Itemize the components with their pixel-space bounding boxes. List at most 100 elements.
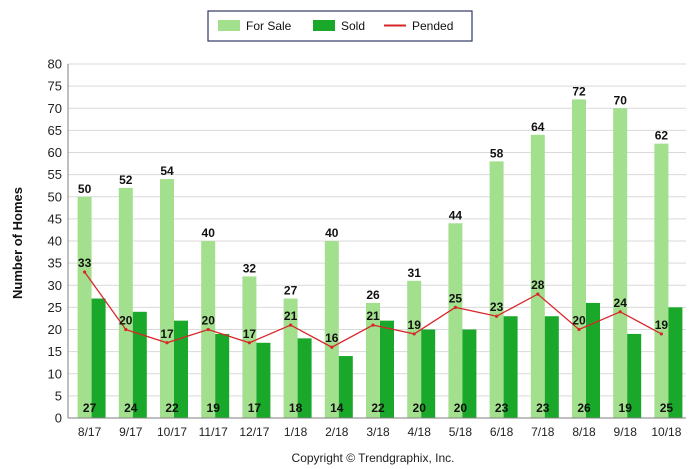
legend-swatch-for-sale (218, 20, 240, 31)
x-tick-label: 2/18 (325, 425, 349, 439)
data-label-pended: 21 (366, 309, 380, 323)
y-tick-label: 50 (48, 189, 62, 204)
data-label-sold: 23 (495, 401, 509, 415)
bar-sold (91, 298, 106, 418)
data-label-sold: 24 (124, 401, 138, 415)
axes (67, 64, 686, 419)
bar-sold (380, 320, 394, 418)
data-label-sold: 22 (371, 401, 385, 415)
point-pended (412, 332, 416, 336)
data-label-for-sale: 44 (449, 208, 463, 222)
bar-sold (256, 342, 271, 418)
point-pended (659, 332, 664, 336)
y-tick-label: 65 (48, 123, 62, 138)
x-tick-label: 5/18 (449, 425, 473, 439)
bar-sold (421, 329, 436, 418)
bar-for-sale (530, 134, 545, 419)
y-tick-label: 35 (48, 256, 62, 271)
bar-sold (544, 316, 559, 418)
data-label-pended: 24 (614, 296, 628, 310)
data-label-sold: 19 (619, 401, 633, 415)
y-tick-label: 20 (48, 322, 62, 337)
data-label-pended: 17 (243, 327, 257, 341)
data-label-sold: 22 (165, 401, 179, 415)
data-label-for-sale: 40 (325, 226, 339, 240)
data-label-sold: 20 (413, 401, 427, 415)
y-axis-ticks: 0 5 10 15 20 25 30 35 40 45 50 55 60 65 70 75 80 (48, 57, 62, 426)
data-label-pended: 19 (655, 318, 669, 332)
legend-label-sold: Sold (341, 19, 365, 33)
point-pended (618, 310, 622, 314)
data-label-for-sale: 64 (531, 120, 545, 134)
data-label-for-sale: 62 (655, 129, 669, 143)
bar-for-sale (283, 298, 298, 418)
x-tick-label: 10/18 (651, 425, 681, 439)
data-label-sold: 17 (248, 401, 262, 415)
data-label-pended: 25 (449, 291, 463, 305)
bar-for-sale (407, 280, 422, 418)
data-label-pended: 33 (78, 256, 92, 270)
bar-sold (338, 356, 353, 418)
x-tick-label: 12/17 (239, 425, 269, 439)
data-label-for-sale: 54 (160, 164, 174, 178)
bar-for-sale (366, 302, 380, 418)
data-label-sold: 26 (577, 401, 591, 415)
bar-for-sale (324, 241, 339, 418)
data-label-sold: 18 (289, 401, 303, 415)
data-label-sold: 23 (536, 401, 550, 415)
bar-for-sale (448, 223, 463, 418)
point-pended (247, 341, 251, 345)
data-label-pended: 20 (119, 314, 133, 328)
bar-for-sale (118, 187, 133, 418)
point-pended (124, 327, 128, 332)
data-label-sold: 19 (207, 401, 221, 415)
y-tick-label: 25 (48, 300, 62, 315)
data-label-for-sale: 70 (614, 93, 628, 107)
bar-sold (627, 333, 642, 418)
legend-swatch-sold (313, 20, 335, 31)
bar-sold (215, 333, 230, 418)
y-tick-label: 30 (48, 278, 62, 293)
x-axis-ticks: 8/17 9/17 10/17 11/17 12/17 1/18 2/18 3/18 4/18 5… (78, 425, 682, 439)
bar-sold (297, 338, 312, 418)
point-pended (577, 327, 581, 332)
x-tick-label: 8/17 (78, 425, 102, 439)
y-tick-label: 5 (55, 388, 62, 403)
point-pended (289, 323, 293, 327)
point-pended (453, 305, 457, 309)
data-label-for-sale: 32 (243, 261, 257, 275)
data-label-pended: 21 (284, 309, 298, 323)
data-label-for-sale: 72 (572, 84, 586, 98)
data-label-pended: 28 (531, 278, 545, 292)
x-tick-label: 3/18 (366, 425, 390, 439)
data-labels: 50 27 52 24 54 22 40 19 32 17 27 18 40 14 26 22 31 20 44 20… (78, 84, 673, 415)
y-tick-label: 0 (55, 411, 62, 426)
bar-for-sale (654, 143, 669, 418)
copyright: Copyright © Trendgraphix, Inc. (292, 451, 455, 465)
data-label-pended: 17 (160, 327, 174, 341)
y-axis-label: Number of Homes (10, 187, 25, 299)
data-label-sold: 20 (454, 401, 468, 415)
point-pended (83, 270, 87, 274)
bar-sold (462, 329, 477, 418)
data-label-for-sale: 27 (284, 284, 298, 298)
x-tick-label: 8/18 (572, 425, 596, 439)
x-tick-label: 9/18 (614, 425, 638, 439)
data-label-pended: 20 (202, 314, 216, 328)
x-tick-label: 4/18 (408, 425, 432, 439)
point-pended (371, 323, 375, 327)
y-tick-label: 70 (48, 101, 62, 116)
x-tick-label: 11/17 (199, 425, 228, 439)
bar-sold (668, 307, 683, 418)
point-pended (330, 345, 334, 349)
data-label-pended: 20 (572, 314, 586, 328)
bar-for-sale (489, 161, 504, 418)
data-label-for-sale: 50 (78, 182, 92, 196)
bar-sold (174, 320, 188, 418)
bar-for-sale (160, 179, 174, 418)
data-label-for-sale: 52 (119, 173, 133, 187)
y-tick-label: 60 (48, 145, 62, 160)
point-pended (495, 314, 499, 318)
y-tick-label: 40 (48, 234, 62, 249)
data-label-pended: 23 (490, 300, 504, 314)
